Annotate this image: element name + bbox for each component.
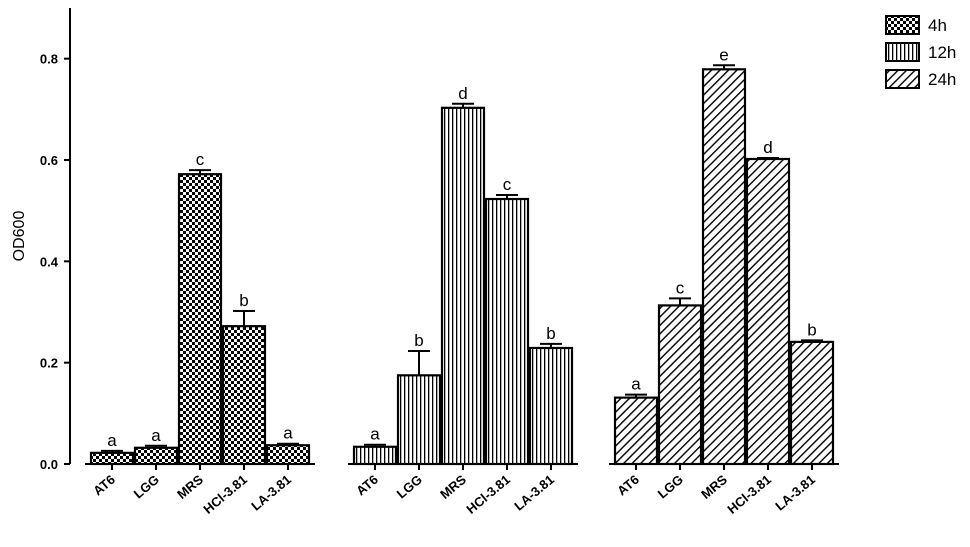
significance-letter: b [414, 331, 423, 350]
bar [703, 69, 745, 464]
y-axis: 0.0 0.2 0.4 0.6 0.8 OD600 [11, 8, 70, 472]
x-tick-label: LGG [655, 472, 686, 502]
legend-label: 12h [928, 43, 956, 62]
x-axes: AT6LGGMRSHCl-3.81LA-3.81AT6LGGMRSHCl-3.8… [85, 464, 839, 517]
y-tick-label: 0.0 [40, 457, 58, 472]
significance-letter: c [196, 150, 205, 169]
significance-letter: e [719, 45, 728, 64]
bar [442, 108, 484, 464]
significance-letter: b [546, 324, 555, 343]
x-tick-label: LGG [394, 472, 425, 502]
bar [267, 445, 309, 464]
bar [179, 174, 221, 464]
y-ticks: 0.0 0.2 0.4 0.6 0.8 [40, 52, 70, 472]
bars: a a c b a a b d c b a c e d b [91, 45, 833, 464]
x-tick-label: MRS [437, 472, 469, 502]
bar [223, 326, 265, 464]
significance-letter: a [370, 425, 380, 444]
x-tick-label: LGG [131, 472, 162, 502]
x-tick-label: MRS [174, 472, 206, 502]
bar [791, 342, 833, 464]
significance-letter: a [283, 424, 293, 443]
significance-letter: c [503, 175, 512, 194]
x-tick-label: LA-3.81 [772, 472, 818, 514]
y-tick-label: 0.8 [40, 52, 58, 67]
x-tick-label: HCl-3.81 [200, 472, 250, 517]
significance-letter: d [458, 84, 467, 103]
significance-letter: b [807, 320, 816, 339]
x-tick-label: HCl-3.81 [724, 472, 774, 517]
x-tick-label: LA-3.81 [248, 472, 294, 514]
legend-swatch [886, 43, 919, 61]
significance-letter: d [763, 138, 772, 157]
bar [398, 375, 440, 464]
y-tick-label: 0.2 [40, 356, 58, 371]
x-tick-label: HCl-3.81 [463, 472, 513, 517]
legend-label: 24h [928, 70, 956, 89]
bar [530, 348, 572, 464]
bar [615, 398, 657, 464]
significance-letter: a [631, 375, 641, 394]
x-tick-label: MRS [698, 472, 730, 502]
legend-label: 4h [928, 16, 947, 35]
bar [135, 448, 177, 464]
legend-swatch [886, 16, 919, 34]
y-tick-label: 0.4 [40, 254, 59, 269]
legend: 4h 12h 24h [886, 16, 956, 89]
y-axis-label: OD600 [11, 211, 28, 262]
bar [91, 453, 133, 464]
significance-letter: a [107, 431, 117, 450]
legend-swatch [886, 70, 919, 88]
significance-letter: c [676, 278, 685, 297]
x-tick-label: LA-3.81 [511, 472, 557, 514]
bar [354, 447, 396, 464]
significance-letter: b [239, 291, 248, 310]
x-tick-label: AT6 [614, 472, 642, 499]
significance-letter: a [151, 426, 161, 445]
x-tick-label: AT6 [353, 472, 381, 499]
bar [486, 199, 528, 464]
y-tick-label: 0.6 [40, 153, 58, 168]
bar [747, 159, 789, 464]
x-tick-label: AT6 [90, 472, 118, 499]
bar [659, 305, 701, 464]
